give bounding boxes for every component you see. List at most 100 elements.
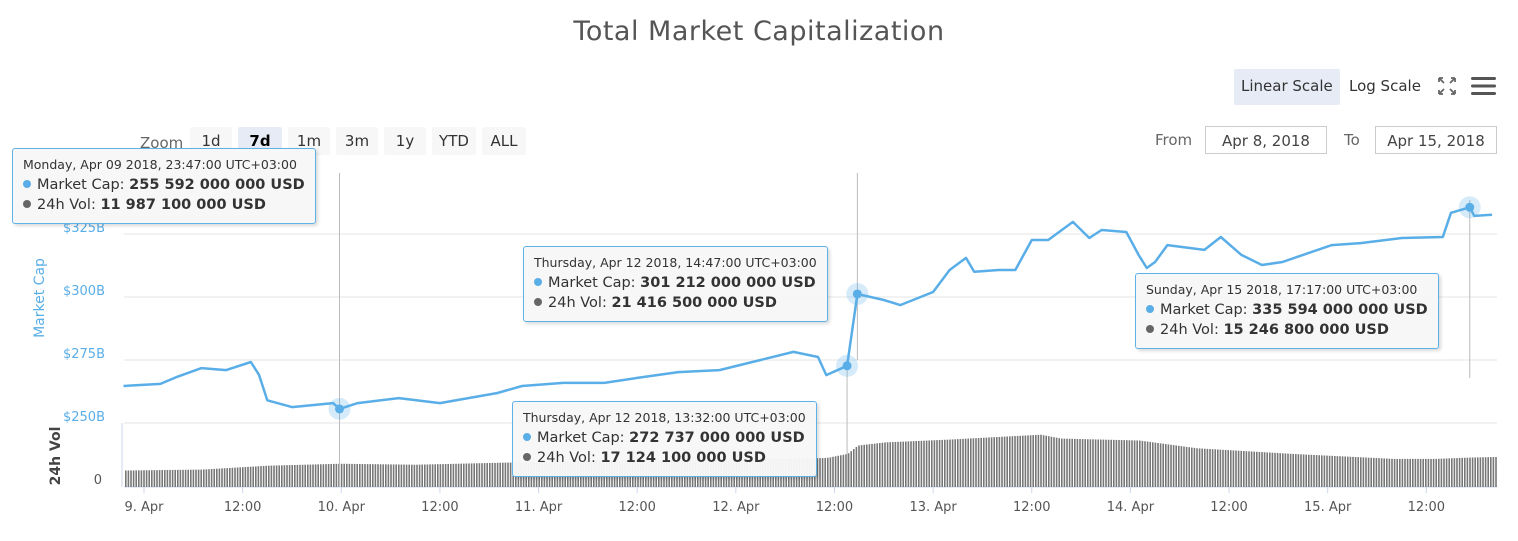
volume-bar	[1146, 441, 1149, 487]
volume-bar	[1107, 439, 1110, 487]
volume-bar	[1271, 452, 1274, 487]
volume-bar	[1126, 440, 1128, 487]
volume-bar	[1302, 454, 1305, 487]
volume-bar	[369, 464, 371, 487]
volume-bar	[1076, 438, 1079, 487]
volume-bar	[1110, 439, 1112, 487]
volume-bar	[138, 470, 140, 487]
x-tick-label: 12:00	[1408, 500, 1445, 515]
volume-bar	[1061, 438, 1063, 487]
chart-title: Total Market Capitalization	[573, 16, 945, 47]
log-scale-button[interactable]: Log Scale	[1349, 77, 1421, 95]
volume-bar	[348, 463, 351, 487]
volume-bar	[429, 464, 431, 487]
volume-bar	[296, 464, 299, 487]
volume-bar	[1417, 458, 1419, 487]
volume-bar	[972, 438, 975, 487]
volume-bar	[1014, 436, 1016, 487]
volume-dot-icon	[534, 298, 542, 306]
volume-dot-icon	[1146, 325, 1154, 333]
volume-bar	[1206, 448, 1209, 487]
volume-bar	[307, 464, 309, 487]
range-button-ytd[interactable]: YTD	[432, 127, 476, 155]
volume-bar	[161, 470, 163, 487]
volume-bar	[169, 469, 171, 487]
volume-bar	[135, 470, 137, 487]
volume-bar	[213, 468, 215, 487]
volume-bar	[265, 465, 267, 487]
volume-bar	[226, 468, 228, 487]
linear-scale-button[interactable]: Linear Scale	[1234, 69, 1340, 105]
volume-bar	[1401, 458, 1404, 487]
volume-bar	[1427, 458, 1430, 487]
volume-bar	[1375, 458, 1378, 487]
tooltip-mc-value: 335 594 000 000 USD	[1252, 302, 1428, 318]
tooltip-vol-value: 15 246 800 000 USD	[1223, 322, 1389, 338]
volume-bar	[873, 443, 876, 487]
volume-bar	[309, 464, 312, 487]
volume-bar	[177, 469, 179, 487]
x-tick-label: 12:00	[1013, 500, 1050, 515]
volume-bar	[387, 464, 390, 487]
volume-bar	[182, 469, 184, 487]
volume-bar	[855, 446, 858, 487]
volume-bar	[291, 465, 293, 487]
volume-bar	[203, 469, 205, 487]
volume-bar	[834, 456, 837, 487]
volume-bar	[468, 463, 470, 487]
volume-bar	[892, 442, 894, 487]
volume-bar	[1461, 457, 1463, 487]
range-button-3m[interactable]: 3m	[336, 127, 378, 155]
volume-bar	[925, 440, 928, 487]
volume-bar	[985, 437, 988, 487]
volume-bar	[1139, 440, 1141, 487]
tooltip-apr12-1447: Thursday, Apr 12 2018, 14:47:00 UTC+03:0…	[523, 246, 828, 322]
volume-bar	[1453, 458, 1456, 487]
volume-bar	[304, 464, 306, 487]
volume-bar	[1123, 440, 1125, 487]
volume-bar	[1232, 450, 1235, 487]
volume-bar	[970, 438, 972, 487]
volume-bar	[153, 470, 156, 487]
volume-bar	[941, 439, 943, 487]
volume-bar	[229, 467, 231, 487]
hamburger-menu-icon[interactable]	[1471, 76, 1496, 96]
volume-bar	[366, 464, 369, 487]
volume-bar	[1378, 458, 1380, 487]
volume-bar	[1222, 449, 1224, 487]
volume-bar	[1154, 442, 1157, 487]
to-date-input[interactable]: Apr 15, 2018	[1375, 126, 1497, 154]
volume-bar	[452, 463, 455, 487]
range-button-1y[interactable]: 1y	[384, 127, 426, 155]
tooltip-apr15: Sunday, Apr 15 2018, 17:17:00 UTC+03:00 …	[1135, 273, 1439, 349]
volume-bar	[1490, 457, 1492, 487]
range-button-all[interactable]: ALL	[482, 127, 526, 155]
volume-bar	[944, 439, 946, 487]
volume-bar	[1180, 446, 1183, 487]
volume-bar	[1274, 452, 1276, 487]
volume-bar	[166, 469, 169, 487]
fullscreen-icon[interactable]	[1436, 75, 1458, 97]
volume-bar	[1009, 436, 1011, 487]
volume-bar	[195, 469, 197, 487]
from-date-input[interactable]: Apr 8, 2018	[1205, 126, 1327, 154]
volume-bar	[356, 463, 358, 487]
volume-bar	[286, 465, 288, 487]
volume-bar	[1404, 458, 1406, 487]
volume-bar	[1115, 439, 1118, 487]
volume-bar	[1035, 434, 1037, 487]
volume-bar	[1152, 442, 1154, 487]
volume-bar	[1032, 435, 1034, 487]
volume-bar	[1157, 443, 1159, 487]
volume-bar	[1370, 457, 1372, 487]
y-tick-label: $250B	[63, 410, 105, 425]
volume-bar	[125, 470, 127, 487]
volume-bar	[897, 441, 899, 487]
volume-bar	[1328, 455, 1331, 487]
volume-bar	[197, 469, 200, 487]
volume-bar	[1367, 457, 1370, 487]
hover-point	[334, 404, 344, 414]
x-tick-label: 12:00	[1210, 500, 1247, 515]
volume-bar	[1048, 436, 1050, 487]
volume-bar	[333, 463, 335, 487]
